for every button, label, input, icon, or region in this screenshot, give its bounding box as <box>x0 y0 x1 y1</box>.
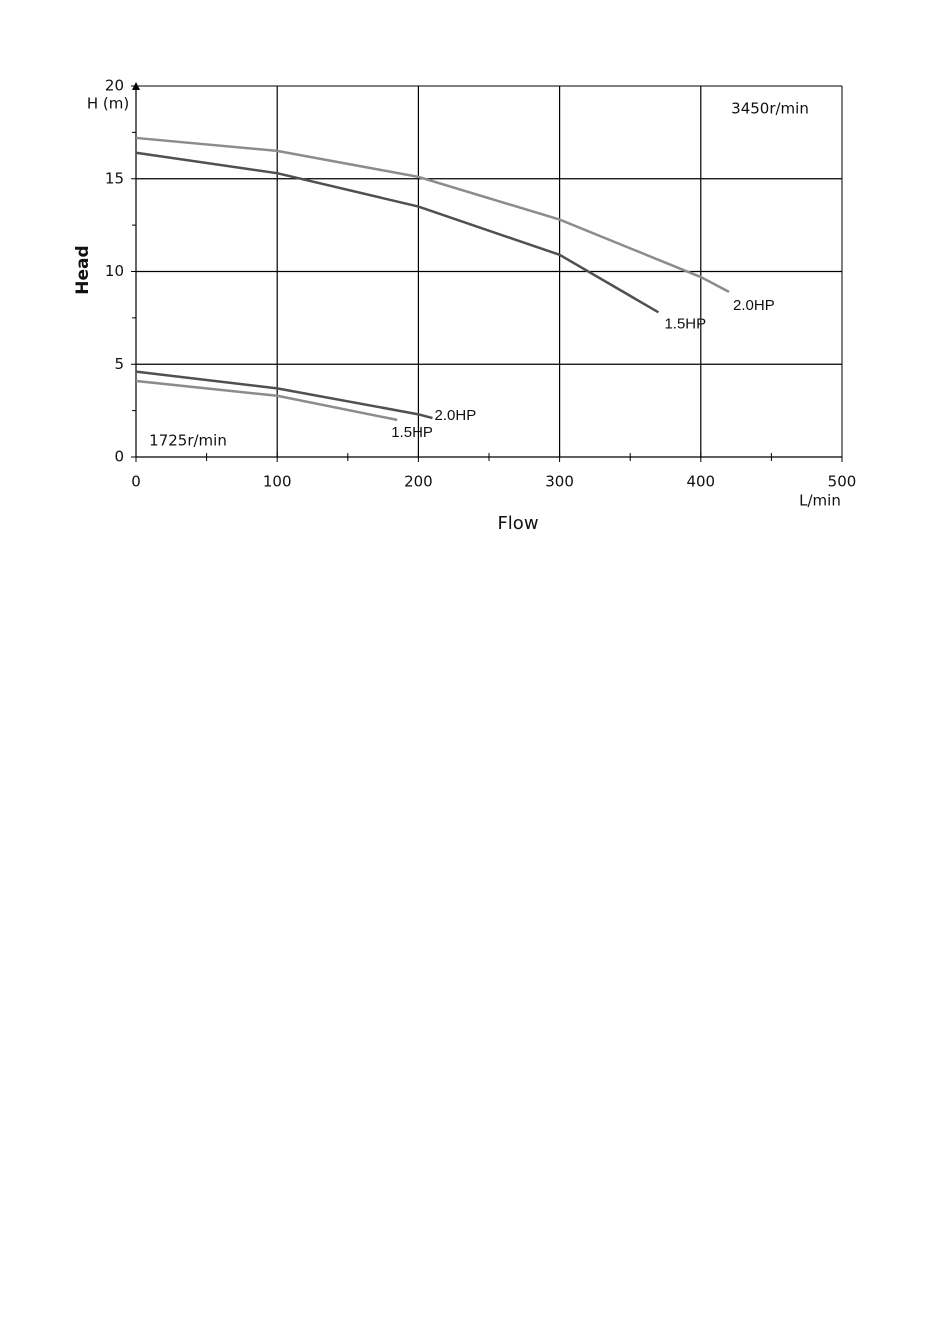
x-axis-title: Flow <box>497 513 538 534</box>
y-tick-label: 20 <box>105 77 124 95</box>
line-series <box>135 151 660 314</box>
series-label: 1.5HP <box>664 315 706 332</box>
y-tick-label: 15 <box>105 169 124 187</box>
y-unit: H (m) <box>87 95 129 113</box>
line-series <box>135 136 730 294</box>
line-series <box>135 379 398 422</box>
x-tick-label: 500 <box>828 473 857 491</box>
annotation: 1725r/min <box>149 432 227 450</box>
y-axis-title: Head <box>73 245 93 294</box>
series-label: 2.0HP <box>435 407 477 424</box>
x-unit: L/min <box>799 492 841 510</box>
series-label: 1.5HP <box>391 424 433 441</box>
y-tick-label: 5 <box>114 355 124 373</box>
x-tick-label: 0 <box>131 473 141 491</box>
x-tick-label: 100 <box>263 473 292 491</box>
x-tick-label: 300 <box>545 473 574 491</box>
x-tick-label: 200 <box>404 473 433 491</box>
series-label: 2.0HP <box>733 297 775 314</box>
y-tick-label: 10 <box>105 262 124 280</box>
y-axis-arrow <box>132 82 140 90</box>
line-series <box>135 370 433 420</box>
y-tick-label: 0 <box>114 448 124 466</box>
x-tick-label: 400 <box>686 473 715 491</box>
annotation: 3450r/min <box>731 100 809 118</box>
